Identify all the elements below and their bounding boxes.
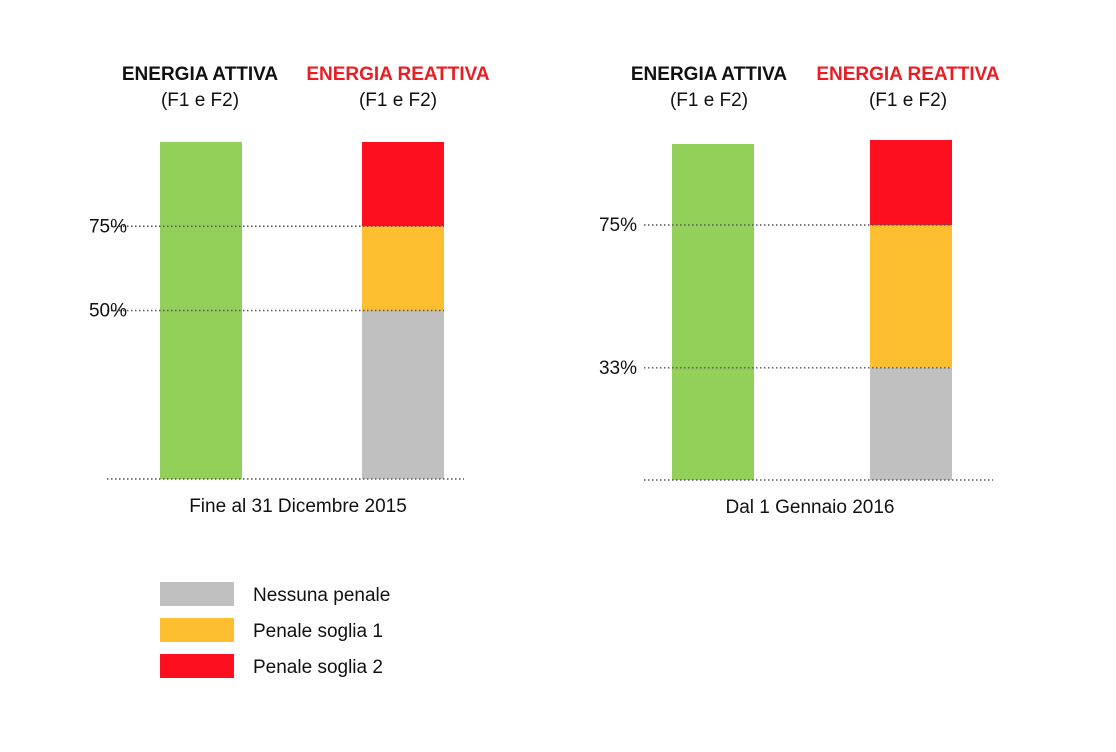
legend-label: Nessuna penale: [253, 585, 390, 606]
legend-swatch: [160, 582, 234, 606]
bar-segment: [870, 225, 952, 368]
legend-label: Penale soglia 1: [253, 621, 383, 642]
panel-caption: Fine al 31 Dicembre 2015: [189, 496, 407, 517]
bar-title: ENERGIA ATTIVA: [122, 64, 279, 85]
bar-subtitle: (F1 e F2): [869, 90, 947, 111]
bar-subtitle: (F1 e F2): [359, 90, 437, 111]
bar-title: ENERGIA ATTIVA: [631, 64, 788, 85]
bar-segment: [362, 226, 444, 311]
bar-title: ENERGIA REATTIVA: [306, 64, 490, 85]
bar-segment: [870, 367, 952, 480]
bar-subtitle: (F1 e F2): [670, 90, 748, 111]
legend-swatch: [160, 618, 234, 642]
reference-label: 75%: [599, 215, 637, 236]
bar-segment: [362, 310, 444, 479]
bar-segment: [362, 142, 444, 227]
reference-label: 75%: [89, 216, 127, 237]
bar-segment: [870, 140, 952, 225]
bar-subtitle: (F1 e F2): [161, 90, 239, 111]
legend-swatch: [160, 654, 234, 678]
reference-label: 50%: [89, 301, 127, 322]
bar-title: ENERGIA REATTIVA: [816, 64, 1000, 85]
legend-label: Penale soglia 2: [253, 657, 383, 678]
reference-label: 33%: [599, 358, 637, 379]
panel-caption: Dal 1 Gennaio 2016: [725, 497, 894, 518]
bar-segment: [672, 144, 754, 480]
